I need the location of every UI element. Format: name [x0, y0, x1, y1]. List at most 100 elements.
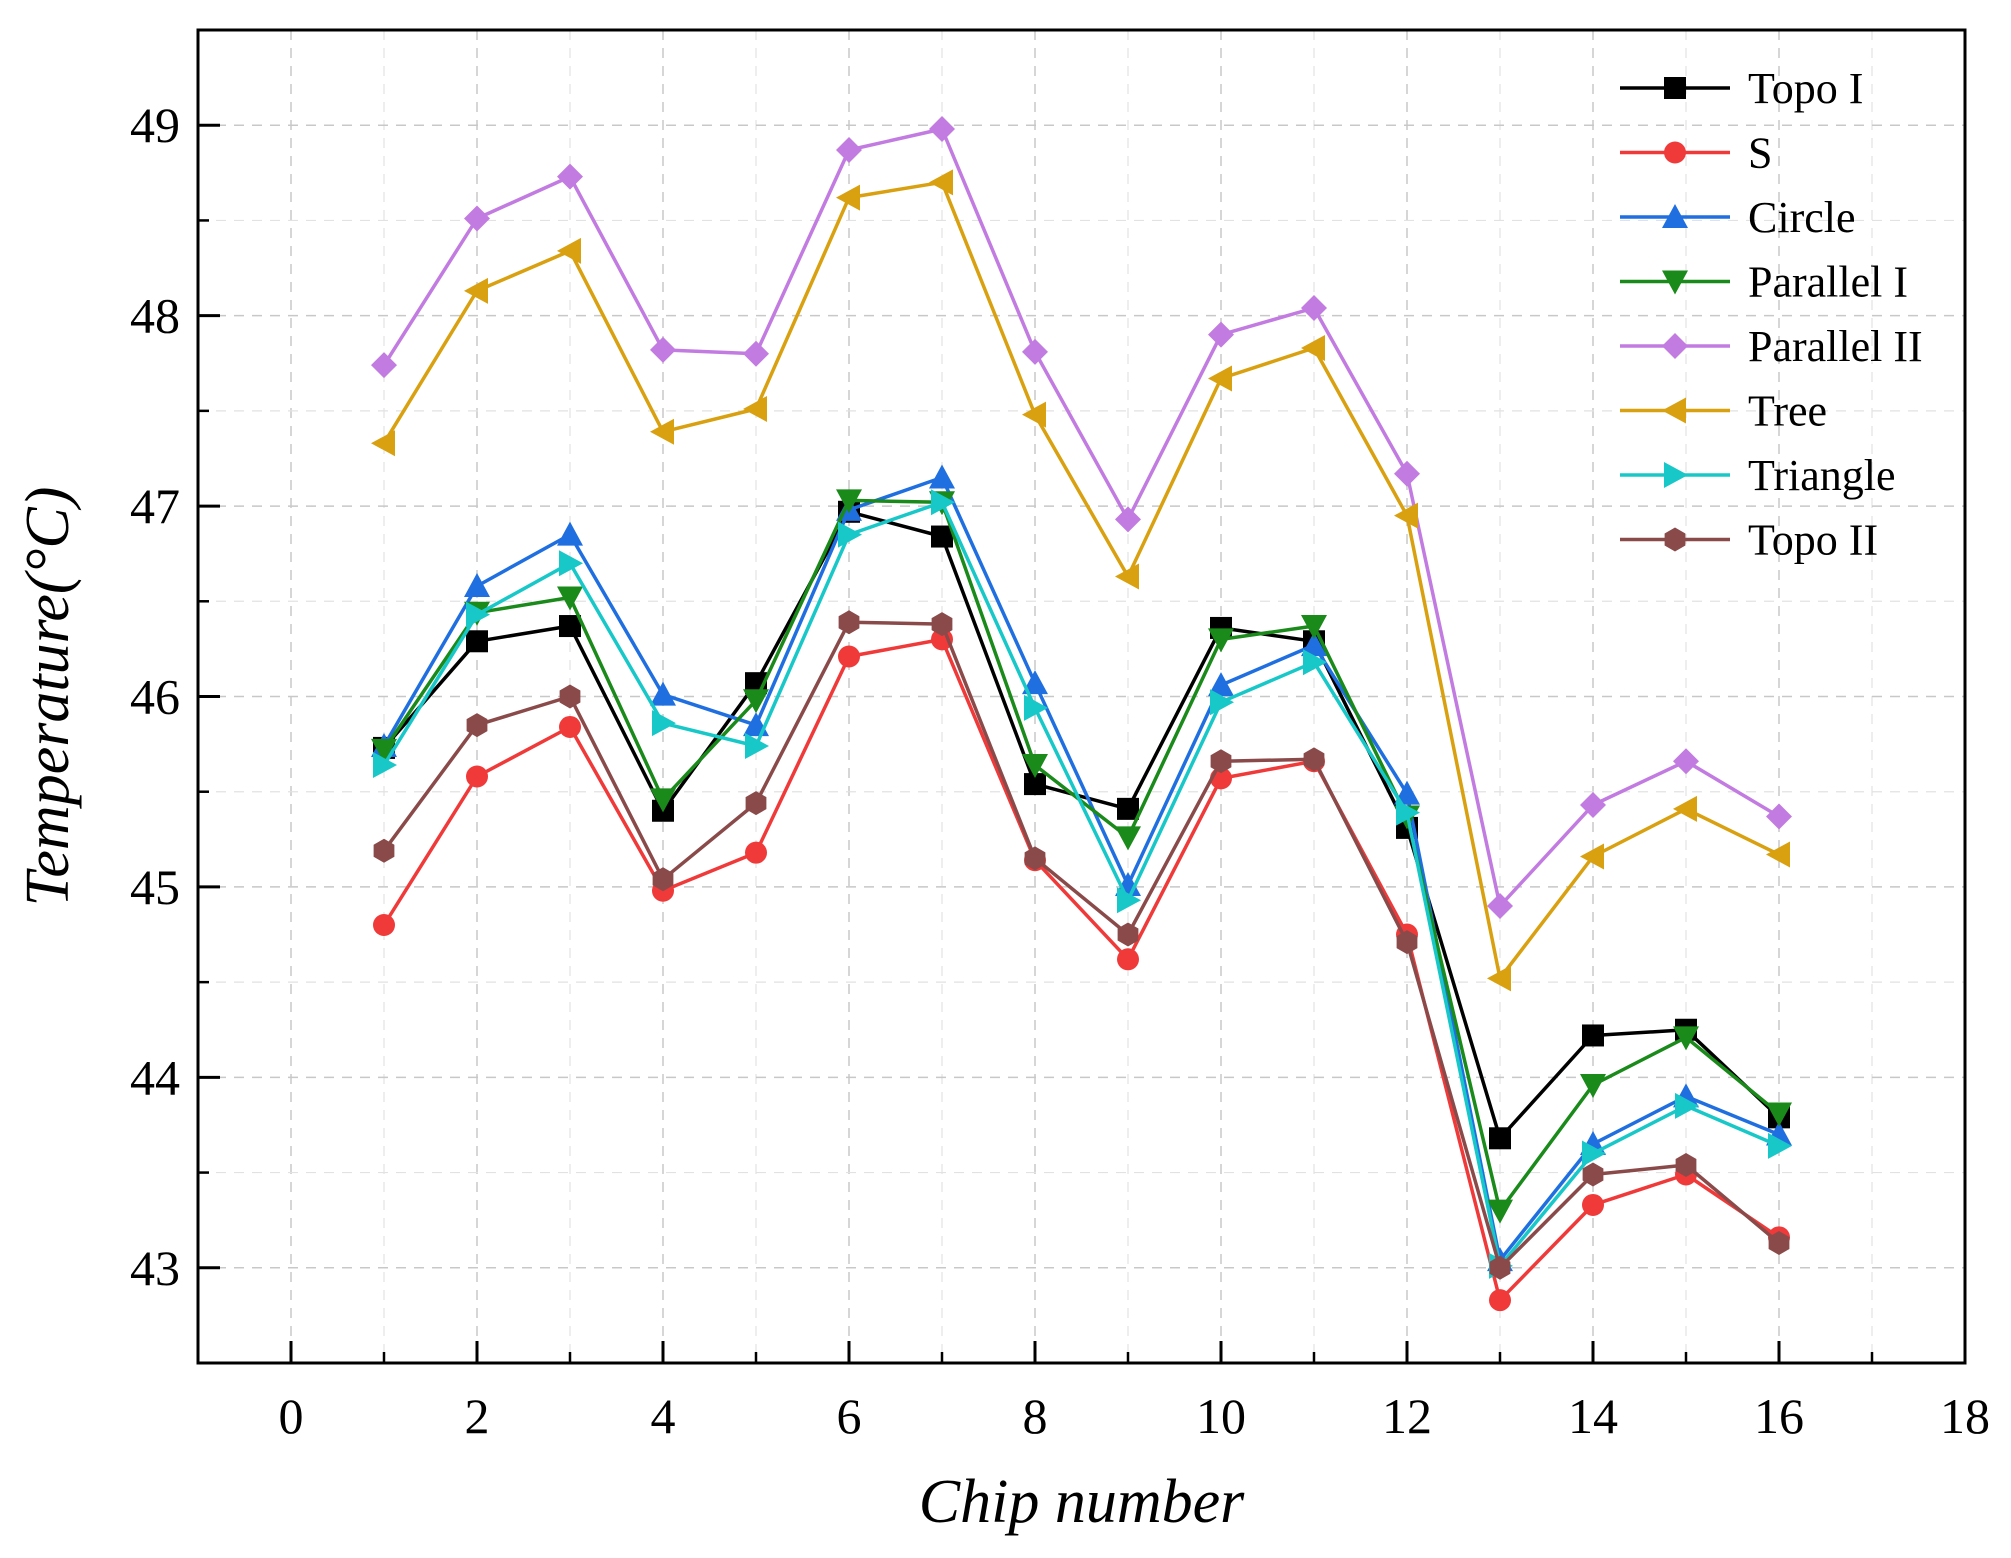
- data-point-parallel-i: [1766, 1102, 1792, 1127]
- data-point-parallel-i: [1115, 826, 1141, 851]
- data-point-parallel-ii: [650, 336, 676, 363]
- x-tick-label: 14: [1568, 1388, 1618, 1444]
- legend-item-topo-ii: Topo II: [1620, 516, 1878, 565]
- series-line-triangle: [382, 500, 1780, 1268]
- data-point-topo-ii: [652, 867, 674, 892]
- data-point-topo-ii: [373, 838, 395, 863]
- series-line-parallel-ii: [382, 127, 1780, 908]
- data-point-topo-ii: [1489, 1255, 1511, 1280]
- y-tick-label: 47: [130, 478, 180, 534]
- y-tick-label: 46: [130, 669, 180, 725]
- x-tick-label: 4: [651, 1388, 676, 1444]
- data-point-circle: [650, 681, 676, 706]
- data-point-triangle: [1768, 1132, 1792, 1159]
- data-point-triangle: [1024, 694, 1048, 721]
- x-tick-label: 8: [1023, 1388, 1048, 1444]
- data-point-circle: [929, 464, 955, 489]
- data-point-parallel-ii: [1022, 338, 1048, 365]
- data-point-parallel-i: [743, 689, 769, 714]
- data-point-tree: [836, 184, 860, 211]
- data-point-tree: [1580, 843, 1604, 870]
- data-point-s: [1489, 1289, 1511, 1312]
- data-point-triangle: [838, 521, 862, 548]
- data-point-parallel-i: [1301, 615, 1327, 640]
- data-point-circle: [1394, 780, 1420, 805]
- series-line-circle: [382, 475, 1780, 1262]
- legend-marker-topo-i: [1664, 77, 1686, 99]
- data-point-parallel-ii: [371, 352, 397, 379]
- x-tick-label: 0: [279, 1388, 304, 1444]
- data-point-topo-ii: [466, 713, 488, 738]
- legend-item-tree: Tree: [1620, 387, 1827, 436]
- x-tick-label: 10: [1196, 1388, 1246, 1444]
- data-point-topo-ii: [1210, 749, 1232, 774]
- data-point-parallel-i: [1022, 754, 1048, 779]
- legend: Topo I S Circle Parallel I Parallel II Tree Tr…: [1620, 64, 1923, 565]
- data-point-topo-i: [1489, 1127, 1511, 1150]
- legend-item-triangle: Triangle: [1620, 451, 1896, 500]
- legend-marker-parallel-ii: [1662, 333, 1688, 359]
- data-point-topo-i: [466, 630, 488, 653]
- legend-marker-topo-ii: [1664, 527, 1686, 552]
- data-point-parallel-ii: [1580, 792, 1606, 819]
- y-tick-label: 48: [130, 288, 180, 344]
- data-point-parallel-i: [1208, 628, 1234, 653]
- x-tick-label: 16: [1754, 1388, 1804, 1444]
- legend-label: Topo II: [1748, 516, 1878, 565]
- data-point-triangle: [373, 752, 397, 779]
- data-point-topo-ii: [1303, 747, 1325, 772]
- data-point-circle: [1022, 670, 1048, 695]
- legend-marker-parallel-i: [1662, 270, 1688, 295]
- data-point-parallel-ii: [1208, 321, 1234, 348]
- data-point-tree: [1115, 563, 1139, 590]
- data-point-tree: [743, 395, 767, 422]
- legend-marker-tree: [1662, 397, 1686, 424]
- series-line-topo-ii: [382, 620, 1781, 1270]
- data-point-s: [559, 715, 581, 738]
- x-tick-label: 18: [1940, 1388, 1990, 1444]
- x-axis-title: Chip number: [919, 1468, 1245, 1536]
- data-point-s: [1117, 948, 1139, 971]
- data-point-circle: [1301, 632, 1327, 657]
- data-point-parallel-ii: [557, 163, 583, 190]
- y-tick-label: 45: [130, 859, 180, 915]
- data-point-topo-ii: [931, 612, 953, 637]
- data-point-tree: [1673, 795, 1697, 822]
- legend-marker-circle: [1662, 204, 1688, 228]
- data-point-triangle: [1117, 887, 1141, 914]
- data-point-topo-i: [931, 525, 953, 548]
- x-tick-label: 12: [1382, 1388, 1432, 1444]
- data-point-triangle: [1210, 689, 1234, 716]
- data-point-topo-i: [1024, 773, 1046, 796]
- legend-label: Circle: [1748, 193, 1856, 242]
- legend-item-topo-i: Topo I: [1620, 64, 1863, 113]
- data-point-parallel-i: [1580, 1073, 1606, 1098]
- legend-label: Triangle: [1748, 451, 1896, 500]
- data-point-topo-ii: [1582, 1162, 1604, 1187]
- data-point-topo-ii: [1024, 846, 1046, 871]
- data-point-triangle: [559, 550, 583, 577]
- data-point-triangle: [1396, 799, 1420, 826]
- legend-label: S: [1748, 129, 1772, 178]
- legend-label: Topo I: [1748, 64, 1863, 113]
- data-point-parallel-ii: [464, 205, 490, 232]
- data-point-topo-i: [1117, 797, 1139, 820]
- data-point-s: [838, 645, 860, 668]
- y-tick-label: 44: [130, 1049, 180, 1105]
- data-point-parallel-ii: [1115, 506, 1141, 533]
- data-point-parallel-i: [371, 738, 397, 763]
- x-tick-label: 2: [465, 1388, 490, 1444]
- legend-item-parallel-ii: Parallel II: [1620, 322, 1923, 371]
- data-point-circle: [464, 573, 490, 598]
- data-point-parallel-ii: [1766, 803, 1792, 830]
- grid: [197, 29, 1966, 1364]
- legend-label: Tree: [1748, 387, 1827, 436]
- data-point-s: [373, 914, 395, 937]
- data-point-triangle: [1582, 1140, 1606, 1167]
- data-point-parallel-ii: [1301, 295, 1327, 322]
- y-tick-label: 49: [130, 97, 180, 153]
- legend-label: Parallel II: [1748, 322, 1923, 371]
- data-point-topo-ii: [745, 791, 767, 816]
- data-point-topo-i: [1582, 1024, 1604, 1047]
- data-point-triangle: [466, 601, 490, 628]
